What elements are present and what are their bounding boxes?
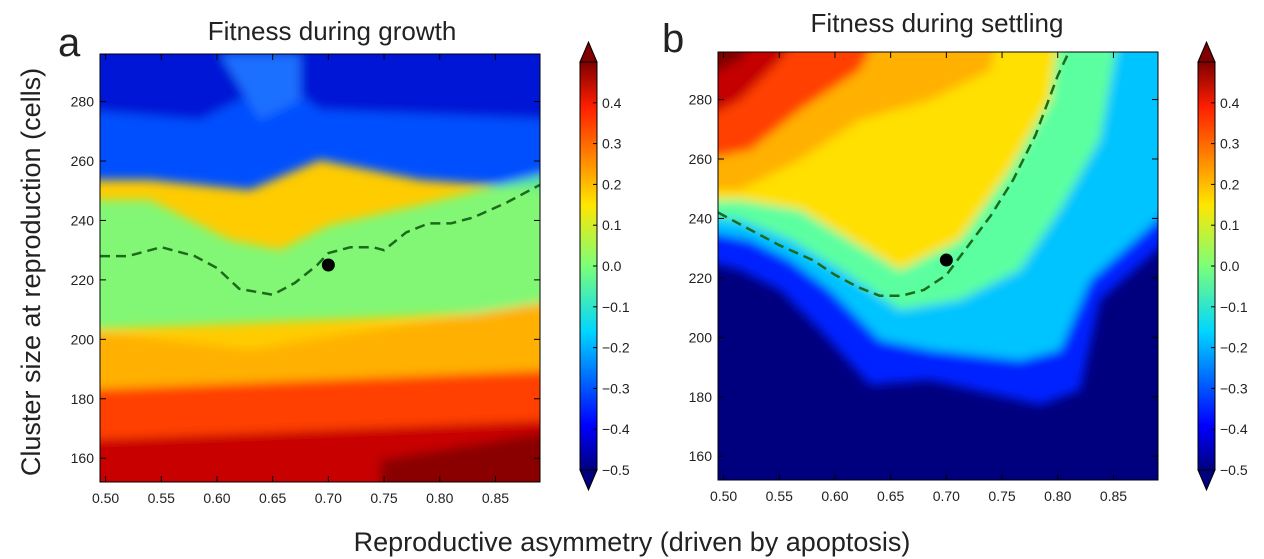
colorbar-tick-label: −0.3 xyxy=(1220,380,1248,396)
y-tick-label: 180 xyxy=(689,389,713,405)
colorbar-tick-label: 0.3 xyxy=(1220,136,1240,152)
panel-label-a: a xyxy=(58,21,81,65)
colorbar-tick-label: −0.4 xyxy=(602,421,630,437)
y-axis-b: 160 180 200 220 240 260 280 xyxy=(689,92,1158,464)
heatmap-a xyxy=(100,54,540,482)
x-tick-label: 0.75 xyxy=(370,490,397,506)
marker-b xyxy=(939,253,953,267)
x-tick-label: 0.85 xyxy=(482,490,509,506)
x-tick-label: 0.80 xyxy=(1044,488,1071,504)
x-axis-b: 0.50 0.55 0.60 0.65 0.70 0.75 0.80 0.85 xyxy=(710,52,1127,504)
x-tick-label: 0.70 xyxy=(315,490,342,506)
y-axis-label: Cluster size at reproduction (cells) xyxy=(16,68,46,476)
zero-contour-a xyxy=(100,183,540,297)
y-tick-label: 260 xyxy=(71,153,95,169)
colorbar-tick-label: −0.5 xyxy=(1220,462,1248,478)
y-axis-a: 160 180 200 220 240 260 280 xyxy=(71,94,540,466)
colorbar-tick-label: −0.2 xyxy=(1220,340,1248,356)
x-tick-label: 0.50 xyxy=(92,490,119,506)
colorbar-tick-label: 0.0 xyxy=(1220,258,1240,274)
x-tick-label: 0.65 xyxy=(259,490,286,506)
colorbar-tick-label: 0.2 xyxy=(1220,176,1240,192)
x-tick-label: 0.85 xyxy=(1100,488,1127,504)
colorbar-tick-label: −0.4 xyxy=(1220,421,1248,437)
colorbar-tick-label: 0.3 xyxy=(602,136,622,152)
colorbar-tick-label: 0.1 xyxy=(602,217,622,233)
y-tick-label: 160 xyxy=(689,448,713,464)
y-tick-label: 260 xyxy=(689,151,713,167)
y-tick-label: 240 xyxy=(71,212,95,228)
colorbar-tick-label: 0.0 xyxy=(602,258,622,274)
colorbar-extend-max xyxy=(579,40,598,63)
colorbar-tick-label: −0.5 xyxy=(602,462,630,478)
colorbar-tick-label: 0.4 xyxy=(602,95,622,111)
x-tick-label: 0.75 xyxy=(988,488,1015,504)
y-tick-label: 220 xyxy=(689,270,713,286)
colorbar-extend-min xyxy=(1197,469,1216,492)
heatmap-b xyxy=(718,52,1158,480)
colorbar-tick-label: −0.3 xyxy=(602,380,630,396)
y-tick-label: 200 xyxy=(71,331,95,347)
x-tick-label: 0.60 xyxy=(821,488,848,504)
colorbar-tick-label: 0.4 xyxy=(1220,95,1240,111)
x-axis-label: Reproductive asymmetry (driven by apopto… xyxy=(354,527,911,557)
colorbar-tick-label: 0.1 xyxy=(1220,217,1240,233)
panel-label-b: b xyxy=(662,17,684,61)
colorbar-b: 0.4 0.3 0.2 0.1 0.0 −0.1 −0.2 −0.3 −0.4 −0.5 xyxy=(1197,40,1248,492)
colorbar-a: 0.4 0.3 0.2 0.1 0.0 −0.1 −0.2 −0.3 −0.4 −0.5 xyxy=(579,40,630,492)
x-tick-label: 0.80 xyxy=(426,490,453,506)
panel-b: b Fitness during settling 0.50 0.55 0.60 0.… xyxy=(662,8,1248,504)
x-tick-label: 0.60 xyxy=(203,490,230,506)
y-tick-label: 220 xyxy=(71,272,95,288)
y-tick-label: 240 xyxy=(689,210,713,226)
y-tick-label: 280 xyxy=(71,94,95,110)
x-tick-label: 0.65 xyxy=(877,488,904,504)
y-tick-label: 180 xyxy=(71,391,95,407)
y-tick-label: 200 xyxy=(689,329,713,345)
panel-title-a: Fitness during growth xyxy=(208,16,457,46)
panel-a: a Fitness during growth 0.50 0.55 0.60 0.65… xyxy=(58,16,630,506)
colorbar-extend-min xyxy=(579,469,598,492)
x-tick-label: 0.70 xyxy=(933,488,960,504)
colorbar-tick-label: −0.1 xyxy=(1220,299,1248,315)
x-tick-label: 0.55 xyxy=(766,488,793,504)
colorbar-extend-max xyxy=(1197,40,1216,63)
y-tick-label: 280 xyxy=(689,92,713,108)
colorbar-tick-label: 0.2 xyxy=(602,176,622,192)
panel-title-b: Fitness during settling xyxy=(811,8,1064,38)
x-axis-a: 0.50 0.55 0.60 0.65 0.70 0.75 0.80 0.85 xyxy=(92,54,509,506)
zero-contour-b xyxy=(718,52,1071,297)
colorbar-tick-label: −0.2 xyxy=(602,340,630,356)
marker-a xyxy=(321,258,335,272)
y-tick-label: 160 xyxy=(71,450,95,466)
x-tick-label: 0.50 xyxy=(710,488,737,504)
colorbar-tick-label: −0.1 xyxy=(602,299,630,315)
x-tick-label: 0.55 xyxy=(148,490,175,506)
